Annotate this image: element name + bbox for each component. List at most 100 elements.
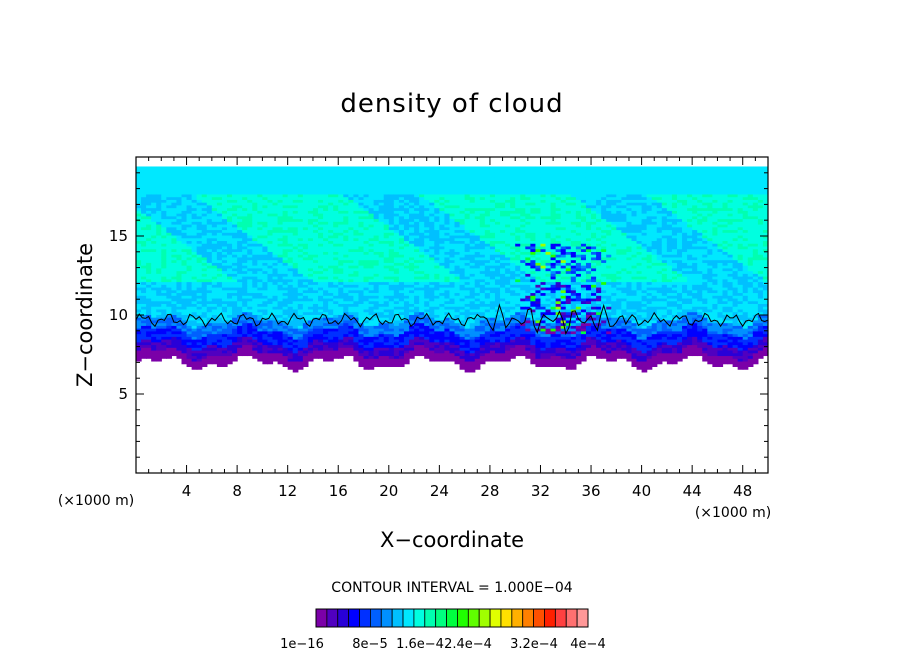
- density-cell: [338, 341, 344, 346]
- density-cell: [302, 289, 309, 294]
- density-cell: [469, 234, 476, 239]
- density-cell: [201, 229, 208, 233]
- density-cell: [297, 276, 304, 280]
- density-cell: [328, 226, 334, 231]
- density-cell: [343, 177, 349, 181]
- density-cell: [378, 355, 385, 359]
- density-cell: [393, 243, 400, 247]
- density-cell: [353, 328, 360, 332]
- density-cell: [247, 352, 253, 357]
- density-cell: [267, 196, 274, 200]
- density-cell: [434, 276, 440, 280]
- density-cell: [409, 262, 415, 266]
- density-cell: [454, 193, 461, 198]
- density-cell: [343, 169, 349, 173]
- density-cell: [166, 322, 172, 326]
- density-cell: [146, 182, 152, 187]
- density-cell: [312, 262, 319, 266]
- density-cell: [333, 325, 339, 329]
- density-cell: [166, 240, 172, 244]
- density-cell: [191, 276, 198, 280]
- density-cell: [151, 248, 157, 252]
- density-cell: [469, 295, 476, 299]
- density-cell: [206, 325, 213, 329]
- density-cell: [156, 325, 162, 329]
- density-cell: [302, 229, 309, 233]
- density-cell: [176, 289, 183, 294]
- density-cell: [439, 169, 446, 173]
- density-cell: [378, 273, 385, 277]
- density-cell: [348, 278, 355, 283]
- density-cell: [398, 174, 405, 179]
- density-cell: [262, 237, 269, 242]
- density-cell: [403, 193, 410, 198]
- density-cell: [287, 182, 294, 187]
- density-cell: [176, 204, 183, 209]
- density-cell: [328, 237, 334, 242]
- density-cell: [221, 166, 228, 170]
- density-cell: [414, 185, 420, 189]
- density-cell: [338, 297, 344, 302]
- density-cell: [343, 322, 349, 326]
- density-cell: [398, 202, 405, 206]
- density-cell: [409, 311, 415, 315]
- density-cell: [267, 207, 274, 211]
- density-cell: [464, 213, 471, 217]
- density-cell: [282, 341, 289, 346]
- density-cell: [323, 210, 329, 214]
- density-cell: [136, 223, 142, 228]
- density-cell: [267, 174, 274, 179]
- density-cell: [318, 336, 324, 340]
- density-cell: [151, 303, 157, 307]
- density-cell: [181, 284, 188, 288]
- density-cell: [429, 284, 435, 288]
- density-cell: [393, 267, 400, 272]
- density-cell: [464, 251, 471, 255]
- density-cell: [186, 213, 193, 217]
- density-cell: [469, 303, 476, 307]
- density-cell: [388, 336, 395, 340]
- density-cell: [388, 292, 395, 296]
- density-cell: [196, 319, 203, 324]
- density-cell: [297, 174, 304, 179]
- density-cell: [409, 319, 415, 324]
- density-cell: [469, 221, 476, 225]
- density-cell: [181, 347, 188, 351]
- density-cell: [464, 218, 471, 222]
- density-cell: [479, 171, 486, 176]
- density-cell: [368, 349, 375, 354]
- density-cell: [216, 171, 223, 176]
- density-cell: [378, 314, 385, 318]
- density-cell: [353, 352, 360, 357]
- density-cell: [398, 240, 405, 244]
- density-cell: [464, 267, 471, 272]
- density-cell: [262, 297, 269, 302]
- density-cell: [368, 213, 375, 217]
- density-cell: [196, 248, 203, 252]
- density-cell: [272, 185, 279, 189]
- density-cell: [439, 314, 446, 318]
- density-cell: [136, 278, 142, 283]
- density-cell: [479, 325, 486, 329]
- density-cell: [444, 169, 451, 173]
- density-cell: [358, 328, 365, 332]
- density-cell: [419, 174, 425, 179]
- density-cell: [398, 278, 405, 283]
- density-cell: [287, 199, 294, 203]
- density-cell: [449, 199, 456, 203]
- density-cell: [323, 265, 329, 269]
- density-cell: [343, 166, 349, 170]
- density-cell: [252, 355, 258, 359]
- density-cell: [136, 358, 142, 362]
- density-cell: [146, 202, 152, 206]
- density-cell: [434, 325, 440, 329]
- density-cell: [419, 245, 425, 250]
- density-cell: [409, 270, 415, 274]
- density-cell: [353, 336, 360, 340]
- density-cell: [388, 196, 395, 200]
- density-cell: [262, 322, 269, 326]
- density-cell: [287, 202, 294, 206]
- density-cell: [454, 256, 461, 261]
- density-cell: [383, 188, 390, 192]
- density-cell: [267, 180, 274, 184]
